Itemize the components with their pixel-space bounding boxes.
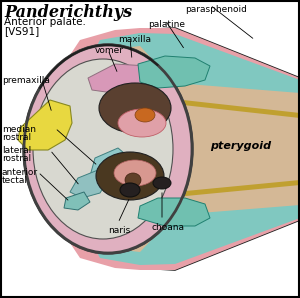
Polygon shape [70, 170, 108, 198]
Ellipse shape [118, 109, 166, 137]
Polygon shape [90, 33, 300, 93]
Text: pterygoid: pterygoid [210, 141, 271, 151]
Text: Anterior palate.: Anterior palate. [4, 17, 86, 27]
Polygon shape [64, 192, 90, 210]
Ellipse shape [114, 160, 156, 186]
Text: choana: choana [152, 223, 185, 232]
Text: maxilla: maxilla [118, 35, 151, 44]
Text: Panderichthys: Panderichthys [4, 4, 132, 21]
Polygon shape [18, 100, 72, 150]
Text: rostral: rostral [2, 154, 31, 163]
Text: vomer: vomer [95, 46, 124, 55]
Text: [VS91]: [VS91] [4, 26, 39, 36]
Ellipse shape [153, 177, 171, 189]
Ellipse shape [99, 83, 171, 133]
Polygon shape [90, 205, 300, 265]
Ellipse shape [125, 173, 141, 187]
Ellipse shape [23, 44, 193, 254]
Polygon shape [90, 148, 130, 180]
Polygon shape [138, 56, 210, 88]
Text: lateral: lateral [2, 146, 31, 155]
Text: parasphenoid: parasphenoid [185, 5, 247, 14]
Ellipse shape [96, 152, 164, 200]
Text: anterior: anterior [2, 168, 38, 177]
Polygon shape [88, 64, 155, 94]
Ellipse shape [135, 108, 155, 122]
Polygon shape [165, 98, 300, 118]
Polygon shape [55, 28, 300, 270]
Ellipse shape [120, 183, 140, 197]
Text: palatine: palatine [148, 20, 185, 29]
Text: rostral: rostral [2, 133, 31, 142]
Text: median: median [2, 125, 36, 134]
Polygon shape [68, 28, 300, 93]
Ellipse shape [33, 59, 173, 239]
Text: naris: naris [108, 226, 130, 235]
Polygon shape [68, 205, 300, 270]
Polygon shape [138, 198, 210, 226]
Text: premaxilla: premaxilla [2, 76, 50, 85]
Polygon shape [165, 180, 300, 198]
Text: tectal: tectal [2, 176, 28, 185]
